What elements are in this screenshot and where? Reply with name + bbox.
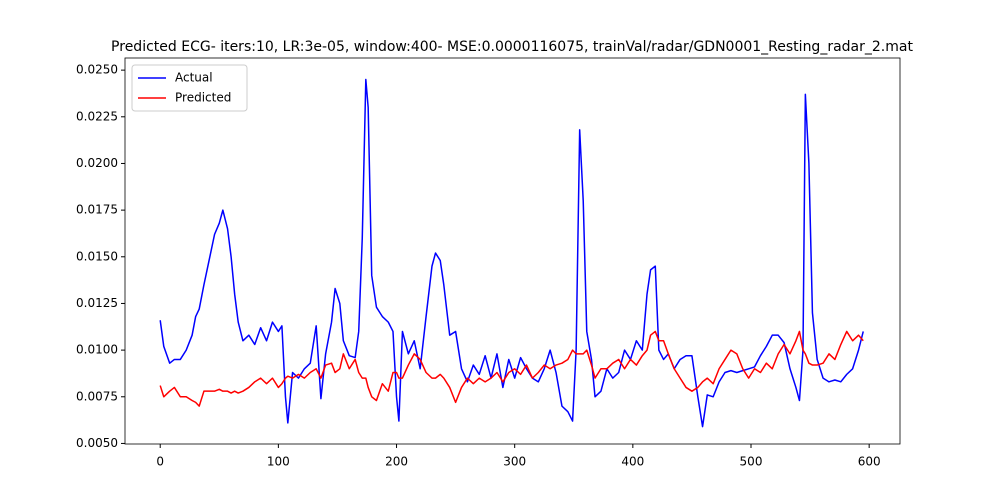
x-tick-label: 400	[621, 455, 644, 469]
x-tick-label: 100	[267, 455, 290, 469]
plot-frame	[124, 57, 901, 445]
y-tick-label: 0.0100	[76, 343, 118, 357]
line-series	[159, 78, 864, 428]
y-tick-label: 0.0075	[76, 389, 118, 403]
y-tick-label: 0.0200	[76, 156, 118, 170]
y-tick-label: 0.0125	[76, 296, 118, 310]
x-tick-label: 300	[503, 455, 526, 469]
line-series	[159, 330, 864, 407]
legend-label: Predicted	[175, 91, 231, 105]
chart-title: Predicted ECG- iters:10, LR:3e-05, windo…	[111, 39, 913, 55]
x-tick-label: 0	[156, 455, 164, 469]
y-tick-label: 0.0175	[76, 203, 118, 217]
y-tick-label: 0.0050	[76, 436, 118, 450]
y-tick-label: 0.0250	[76, 63, 118, 77]
legend-box	[131, 64, 248, 112]
legend-label: Actual	[175, 71, 213, 85]
x-tick-label: 600	[858, 455, 881, 469]
x-tick-label: 200	[385, 455, 408, 469]
x-tick-label: 500	[740, 455, 763, 469]
y-tick-label: 0.0225	[76, 109, 118, 123]
y-tick-label: 0.0150	[76, 249, 118, 263]
